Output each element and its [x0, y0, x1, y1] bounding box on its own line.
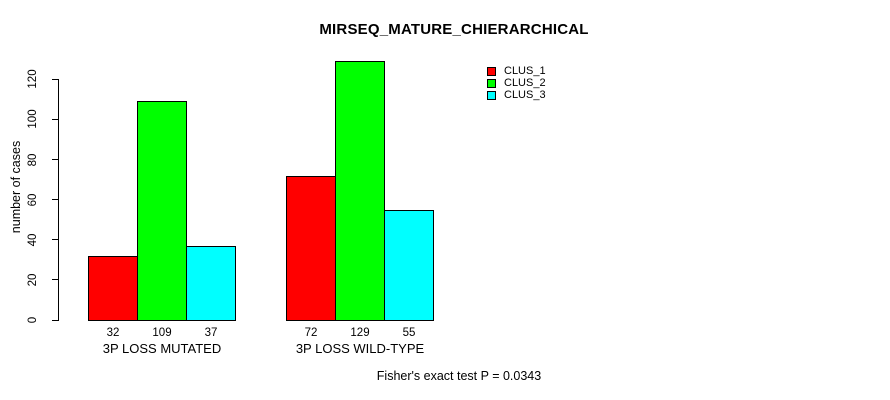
bar — [286, 175, 336, 321]
y-axis-tick-label: 100 — [27, 109, 39, 129]
bar — [384, 209, 434, 321]
legend-label: CLUS_3 — [504, 89, 546, 102]
y-axis-tick-label: 120 — [27, 69, 39, 89]
y-axis-tick — [52, 319, 59, 321]
y-axis-tick-label: 20 — [27, 273, 39, 287]
bar-value-label: 72 — [304, 327, 318, 339]
bar — [186, 245, 236, 321]
legend-swatch — [487, 66, 496, 76]
y-axis-tick-label: 80 — [27, 153, 39, 166]
bar-value-label: 55 — [402, 327, 416, 339]
legend-swatch — [487, 91, 496, 101]
y-axis-label: number of cases — [9, 140, 23, 234]
bar-value-label: 37 — [204, 327, 218, 339]
category-label: 3P LOSS MUTATED — [102, 341, 222, 356]
bar — [137, 101, 187, 321]
category-label: 3P LOSS WILD-TYPE — [295, 341, 425, 356]
legend-label: CLUS_2 — [504, 77, 546, 90]
y-axis-tick-label: 60 — [27, 193, 39, 207]
chart-title: MIRSEQ_MATURE_CHIERARCHICAL — [319, 21, 589, 38]
bar — [88, 255, 138, 321]
y-axis-tick-label: 0 — [27, 316, 39, 324]
bar-value-label: 32 — [106, 327, 120, 339]
y-axis-tick — [52, 78, 59, 80]
bar-value-label: 109 — [152, 327, 172, 339]
legend-row: CLUS_3 — [487, 90, 546, 102]
legend-row: CLUS_2 — [487, 77, 546, 89]
legend: CLUS_1 CLUS_2 CLUS_3 — [487, 65, 546, 102]
legend-row: CLUS_1 — [487, 65, 546, 77]
legend-label: CLUS_1 — [504, 64, 546, 77]
bar-value-label: 129 — [350, 327, 370, 339]
y-axis-tick — [52, 199, 59, 201]
y-axis-tick — [52, 279, 59, 281]
y-axis-tick-label: 40 — [27, 233, 39, 247]
annotation-fisher-test: Fisher's exact test P = 0.0343 — [376, 369, 542, 383]
legend-swatch — [487, 79, 496, 89]
y-axis-tick — [52, 239, 59, 241]
bar — [335, 61, 385, 321]
y-axis-tick — [52, 118, 59, 120]
y-axis-tick — [52, 159, 59, 161]
